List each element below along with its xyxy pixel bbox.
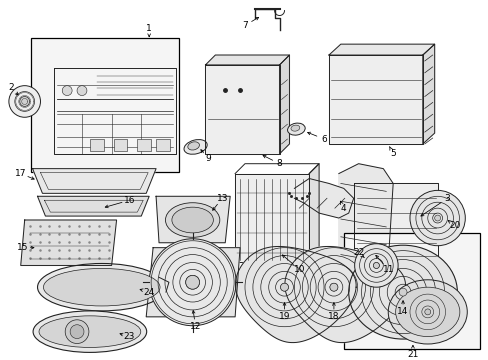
Polygon shape bbox=[156, 196, 230, 243]
Circle shape bbox=[434, 215, 440, 221]
Text: 8: 8 bbox=[276, 159, 282, 168]
Polygon shape bbox=[422, 44, 434, 144]
Polygon shape bbox=[353, 184, 437, 262]
Ellipse shape bbox=[43, 269, 160, 306]
Circle shape bbox=[9, 86, 41, 117]
Circle shape bbox=[398, 288, 406, 296]
Text: 12: 12 bbox=[189, 322, 201, 331]
Text: 18: 18 bbox=[327, 312, 339, 321]
Circle shape bbox=[373, 262, 379, 269]
Circle shape bbox=[185, 275, 199, 289]
Circle shape bbox=[354, 244, 397, 287]
Ellipse shape bbox=[287, 123, 305, 135]
Circle shape bbox=[70, 325, 84, 338]
Circle shape bbox=[65, 320, 89, 343]
Text: 3: 3 bbox=[444, 194, 449, 203]
Polygon shape bbox=[20, 220, 116, 265]
Ellipse shape bbox=[172, 207, 213, 233]
Circle shape bbox=[409, 190, 465, 246]
Circle shape bbox=[77, 86, 87, 95]
Ellipse shape bbox=[187, 142, 199, 150]
Text: 19: 19 bbox=[278, 312, 290, 321]
Circle shape bbox=[149, 239, 236, 326]
Ellipse shape bbox=[395, 287, 459, 337]
Ellipse shape bbox=[348, 245, 456, 339]
Text: 1: 1 bbox=[146, 24, 152, 33]
Circle shape bbox=[280, 283, 288, 291]
Text: 11: 11 bbox=[382, 265, 393, 274]
Ellipse shape bbox=[387, 280, 467, 344]
Bar bbox=[113, 139, 127, 151]
Text: 7: 7 bbox=[242, 21, 247, 30]
Polygon shape bbox=[235, 174, 308, 262]
Text: 17: 17 bbox=[15, 169, 26, 178]
Ellipse shape bbox=[290, 125, 299, 131]
Text: 20: 20 bbox=[449, 221, 460, 230]
Polygon shape bbox=[285, 247, 405, 343]
Text: 2: 2 bbox=[8, 83, 14, 92]
Polygon shape bbox=[308, 164, 319, 262]
Bar bbox=[90, 139, 103, 151]
Polygon shape bbox=[33, 168, 156, 193]
Polygon shape bbox=[328, 55, 422, 144]
Text: 15: 15 bbox=[17, 243, 28, 252]
Polygon shape bbox=[294, 179, 353, 218]
Polygon shape bbox=[235, 247, 355, 343]
Polygon shape bbox=[205, 55, 289, 65]
Text: 14: 14 bbox=[397, 307, 408, 316]
Ellipse shape bbox=[33, 311, 146, 352]
Text: 4: 4 bbox=[340, 204, 346, 213]
Polygon shape bbox=[205, 65, 279, 154]
Circle shape bbox=[62, 86, 72, 95]
Bar bbox=[343, 233, 479, 350]
Bar bbox=[156, 139, 169, 151]
Ellipse shape bbox=[165, 203, 219, 237]
Circle shape bbox=[20, 96, 30, 107]
Text: 5: 5 bbox=[389, 149, 395, 158]
Text: 10: 10 bbox=[293, 265, 305, 274]
Text: 16: 16 bbox=[123, 196, 135, 205]
Polygon shape bbox=[338, 164, 392, 267]
Circle shape bbox=[329, 283, 337, 291]
Text: 21: 21 bbox=[407, 350, 418, 359]
Polygon shape bbox=[38, 196, 149, 216]
Ellipse shape bbox=[183, 140, 207, 154]
Bar bbox=[137, 139, 151, 151]
Ellipse shape bbox=[39, 316, 141, 347]
Text: 22: 22 bbox=[352, 248, 364, 257]
Text: 24: 24 bbox=[143, 288, 155, 297]
Text: 9: 9 bbox=[205, 154, 211, 163]
Text: 6: 6 bbox=[321, 135, 326, 144]
Text: 23: 23 bbox=[123, 332, 135, 341]
Polygon shape bbox=[328, 44, 434, 55]
Text: 13: 13 bbox=[216, 194, 227, 203]
Ellipse shape bbox=[38, 264, 165, 311]
Polygon shape bbox=[279, 55, 289, 154]
Bar bbox=[31, 38, 179, 172]
Polygon shape bbox=[146, 248, 240, 317]
Circle shape bbox=[424, 309, 430, 315]
